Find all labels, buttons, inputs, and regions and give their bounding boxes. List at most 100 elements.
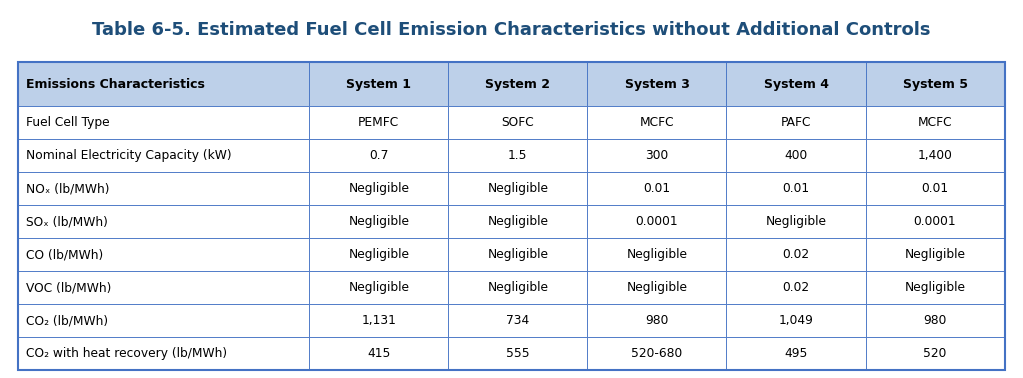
Text: 300: 300 bbox=[646, 149, 669, 162]
Bar bbox=[865, 106, 1005, 139]
Text: 980: 980 bbox=[646, 314, 669, 327]
Text: System 3: System 3 bbox=[624, 77, 690, 91]
Bar bbox=[726, 172, 865, 205]
Text: System 4: System 4 bbox=[763, 77, 829, 91]
Bar bbox=[18, 205, 309, 238]
Text: CO (lb/MWh): CO (lb/MWh) bbox=[26, 248, 103, 261]
Bar bbox=[448, 304, 587, 337]
Bar bbox=[18, 106, 309, 139]
Bar bbox=[865, 304, 1005, 337]
Text: Negligible: Negligible bbox=[487, 281, 548, 294]
Bar bbox=[309, 304, 448, 337]
Bar bbox=[18, 271, 309, 304]
Text: 1.5: 1.5 bbox=[508, 149, 528, 162]
Bar bbox=[309, 238, 448, 271]
Bar bbox=[448, 271, 587, 304]
Text: 555: 555 bbox=[506, 347, 530, 360]
Bar bbox=[726, 337, 865, 370]
Text: SOFC: SOFC bbox=[501, 116, 534, 129]
Text: 980: 980 bbox=[924, 314, 946, 327]
Bar bbox=[18, 139, 309, 172]
Bar bbox=[587, 139, 726, 172]
Text: MCFC: MCFC bbox=[918, 116, 952, 129]
Text: System 1: System 1 bbox=[347, 77, 411, 91]
Bar bbox=[309, 271, 448, 304]
Text: 1,131: 1,131 bbox=[361, 314, 396, 327]
Text: 0.01: 0.01 bbox=[922, 182, 948, 195]
Text: Negligible: Negligible bbox=[487, 248, 548, 261]
Bar bbox=[448, 62, 587, 106]
Bar bbox=[18, 172, 309, 205]
Text: System 2: System 2 bbox=[485, 77, 550, 91]
Text: Negligible: Negligible bbox=[904, 281, 966, 294]
Text: Table 6-5. Estimated Fuel Cell Emission Characteristics without Additional Contr: Table 6-5. Estimated Fuel Cell Emission … bbox=[92, 21, 931, 39]
Bar bbox=[448, 238, 587, 271]
Bar bbox=[448, 106, 587, 139]
Text: Nominal Electricity Capacity (kW): Nominal Electricity Capacity (kW) bbox=[26, 149, 231, 162]
Text: 0.01: 0.01 bbox=[643, 182, 670, 195]
Bar bbox=[587, 238, 726, 271]
Text: Emissions Characteristics: Emissions Characteristics bbox=[26, 77, 205, 91]
Bar bbox=[18, 304, 309, 337]
Text: Negligible: Negligible bbox=[765, 215, 827, 228]
Bar bbox=[448, 337, 587, 370]
Bar bbox=[18, 238, 309, 271]
Text: 520: 520 bbox=[924, 347, 946, 360]
Bar bbox=[726, 238, 865, 271]
Bar bbox=[309, 205, 448, 238]
Bar bbox=[587, 304, 726, 337]
Text: PAFC: PAFC bbox=[781, 116, 811, 129]
Text: Negligible: Negligible bbox=[349, 182, 409, 195]
Bar bbox=[587, 337, 726, 370]
Text: 0.02: 0.02 bbox=[783, 248, 809, 261]
Bar bbox=[587, 271, 726, 304]
Text: Negligible: Negligible bbox=[349, 248, 409, 261]
Text: 1,400: 1,400 bbox=[918, 149, 952, 162]
Text: 520-680: 520-680 bbox=[631, 347, 682, 360]
Bar bbox=[587, 106, 726, 139]
Text: PEMFC: PEMFC bbox=[358, 116, 400, 129]
Bar bbox=[309, 172, 448, 205]
Bar bbox=[865, 238, 1005, 271]
Bar bbox=[865, 337, 1005, 370]
Bar bbox=[309, 106, 448, 139]
Text: CO₂ (lb/MWh): CO₂ (lb/MWh) bbox=[26, 314, 107, 327]
Bar bbox=[865, 172, 1005, 205]
Text: 415: 415 bbox=[367, 347, 391, 360]
Text: Negligible: Negligible bbox=[487, 182, 548, 195]
Bar bbox=[865, 205, 1005, 238]
Bar bbox=[448, 139, 587, 172]
Text: Negligible: Negligible bbox=[626, 248, 687, 261]
Text: 1,049: 1,049 bbox=[779, 314, 813, 327]
Bar bbox=[726, 106, 865, 139]
Text: 734: 734 bbox=[506, 314, 530, 327]
Bar bbox=[726, 205, 865, 238]
Text: Negligible: Negligible bbox=[349, 281, 409, 294]
Bar bbox=[865, 271, 1005, 304]
Text: VOC (lb/MWh): VOC (lb/MWh) bbox=[26, 281, 110, 294]
Text: Negligible: Negligible bbox=[904, 248, 966, 261]
Bar bbox=[448, 205, 587, 238]
Text: Fuel Cell Type: Fuel Cell Type bbox=[26, 116, 109, 129]
Text: MCFC: MCFC bbox=[639, 116, 674, 129]
Text: SOₓ (lb/MWh): SOₓ (lb/MWh) bbox=[26, 215, 107, 228]
Text: Negligible: Negligible bbox=[349, 215, 409, 228]
Bar bbox=[865, 62, 1005, 106]
Text: 0.0001: 0.0001 bbox=[635, 215, 678, 228]
Bar bbox=[587, 62, 726, 106]
Bar bbox=[587, 172, 726, 205]
Text: Negligible: Negligible bbox=[626, 281, 687, 294]
Bar bbox=[309, 337, 448, 370]
Bar bbox=[587, 205, 726, 238]
Bar bbox=[865, 139, 1005, 172]
Bar bbox=[18, 62, 309, 106]
Text: System 5: System 5 bbox=[902, 77, 968, 91]
Text: 400: 400 bbox=[785, 149, 807, 162]
Text: CO₂ with heat recovery (lb/MWh): CO₂ with heat recovery (lb/MWh) bbox=[26, 347, 227, 360]
Bar bbox=[309, 139, 448, 172]
Bar bbox=[726, 304, 865, 337]
Text: 0.7: 0.7 bbox=[369, 149, 389, 162]
Bar bbox=[726, 271, 865, 304]
Text: 0.01: 0.01 bbox=[783, 182, 809, 195]
Bar bbox=[18, 337, 309, 370]
